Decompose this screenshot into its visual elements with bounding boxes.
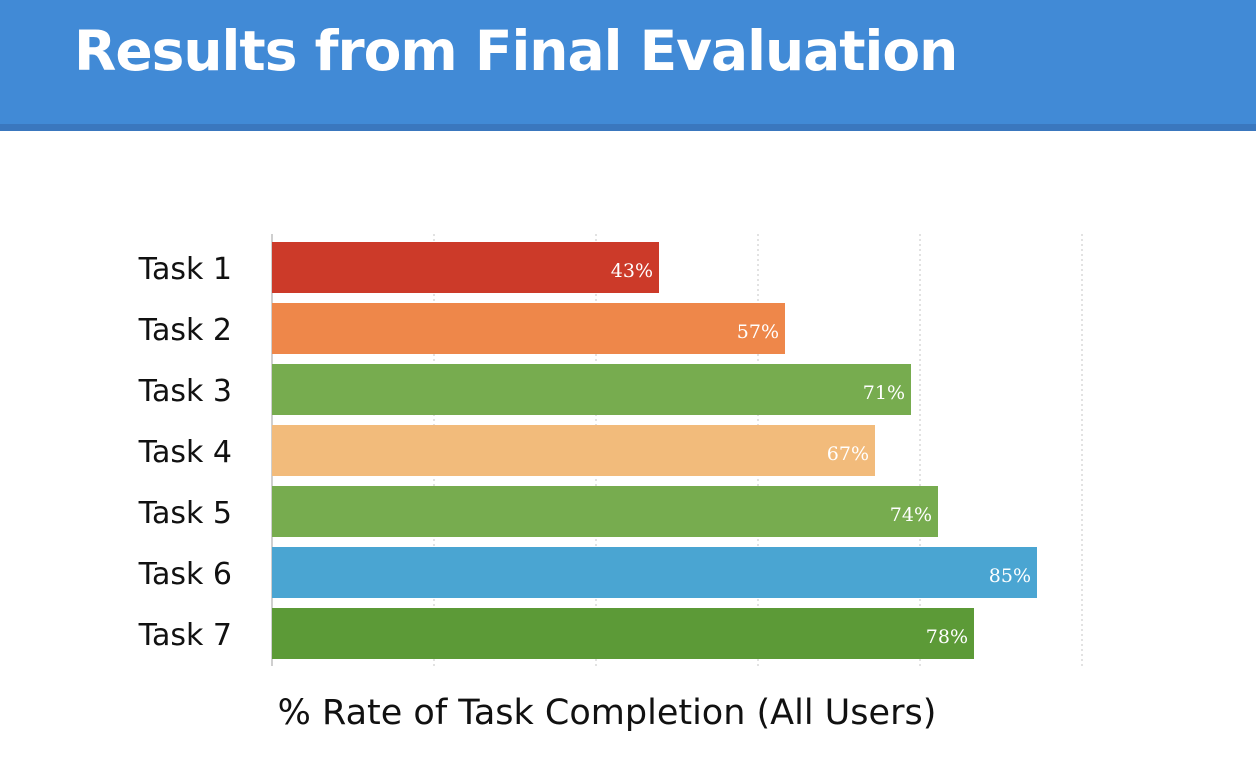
category-label: Task 6 — [138, 557, 232, 592]
category-label: Task 3 — [138, 374, 232, 409]
bar-task-4 — [272, 425, 875, 476]
x-axis-title: % Rate of Task Completion (All Users) — [278, 693, 937, 733]
category-label: Task 7 — [138, 618, 232, 653]
bar-task-7 — [272, 608, 974, 659]
bar-value-label: 57% — [737, 321, 779, 343]
bar-task-6 — [272, 547, 1037, 598]
bar-task-1 — [272, 242, 659, 293]
bar-value-label: 67% — [827, 443, 869, 465]
bar-value-label: 71% — [863, 382, 905, 404]
category-label: Task 4 — [138, 435, 232, 470]
category-labels: Task 1 Task 2 Task 3 Task 4 Task 5 Task 6 Task… — [138, 252, 232, 653]
bar-task-3 — [272, 364, 911, 415]
bars: 43% 57% 71% 67% 74% 85% 78% — [272, 242, 1037, 659]
bar-value-label: 78% — [926, 626, 968, 648]
bar-task-5 — [272, 486, 938, 537]
bar-value-label: 74% — [890, 504, 932, 526]
bar-value-label: 43% — [611, 260, 653, 282]
slide-title: Results from Final Evaluation — [74, 19, 958, 83]
bar-value-label: 85% — [989, 565, 1031, 587]
category-label: Task 1 — [138, 252, 232, 287]
category-label: Task 2 — [138, 313, 232, 348]
title-bar: Results from Final Evaluation — [0, 0, 1256, 131]
bar-task-2 — [272, 303, 785, 354]
category-label: Task 5 — [138, 496, 232, 531]
